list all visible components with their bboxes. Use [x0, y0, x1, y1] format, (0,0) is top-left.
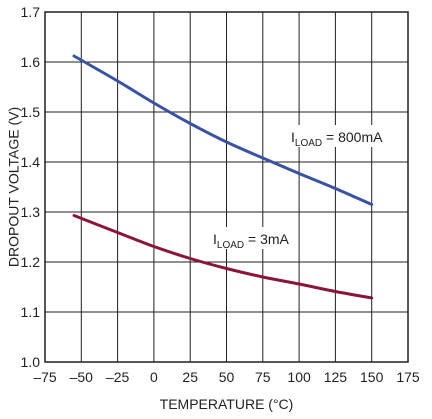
- x-tick-label: 100: [287, 369, 311, 385]
- x-tick-label: 0: [150, 369, 158, 385]
- x-tick-label: –25: [106, 369, 130, 385]
- x-tick-label: 175: [396, 369, 420, 385]
- x-tick-label: 150: [360, 369, 384, 385]
- series-label-bg: [211, 227, 291, 249]
- series-group: [72, 54, 374, 300]
- x-tick-label: 50: [219, 369, 235, 385]
- x-tick-label: 25: [182, 369, 198, 385]
- series-line-1: [72, 214, 374, 300]
- y-tick-label: 1.1: [21, 304, 41, 320]
- y-tick-label: 1.7: [21, 4, 41, 20]
- series-label-bg: [289, 125, 407, 147]
- series-labels: ILOAD = 800mA ILOAD = 3mA: [211, 125, 407, 251]
- x-tick-label: –75: [33, 369, 57, 385]
- y-tick-label: 1.5: [21, 104, 41, 120]
- x-tick-label: –50: [70, 369, 94, 385]
- series-line-0: [72, 54, 374, 206]
- y-tick-label: 1.2: [21, 254, 41, 270]
- y-tick-label: 1.4: [21, 154, 41, 170]
- series-label-0: ILOAD = 800mA: [291, 129, 383, 149]
- y-tick-label: 1.3: [21, 204, 41, 220]
- y-tick-label: 1.0: [21, 354, 41, 370]
- x-tick-labels: –75 –50 –25 0 25 50 75 100 125 150 175: [33, 369, 420, 385]
- series-label-1: ILOAD = 3mA: [213, 231, 290, 251]
- y-tick-labels: 1.0 1.1 1.2 1.3 1.4 1.5 1.6 1.7: [21, 4, 41, 370]
- x-tick-label: 125: [324, 369, 348, 385]
- plot-frame: [44, 11, 409, 363]
- grid: [44, 11, 409, 363]
- x-axis-title: TEMPERATURE (°C): [160, 396, 294, 412]
- y-tick-label: 1.6: [21, 54, 41, 70]
- x-tick-label: 75: [255, 369, 271, 385]
- y-axis-title: DROPOUT VOLTAGE (V): [6, 107, 22, 267]
